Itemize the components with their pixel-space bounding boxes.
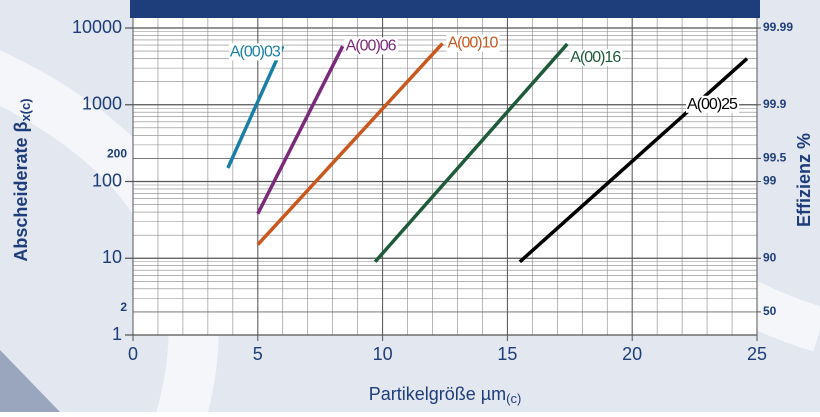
y-tick-label: 1000 xyxy=(82,94,122,114)
y-tick-label: 200 xyxy=(107,147,127,161)
series-label: A(00)10 xyxy=(448,35,499,52)
x-tick-label: 15 xyxy=(497,344,517,364)
series-line xyxy=(518,57,749,264)
series-line xyxy=(226,45,285,169)
plot-area xyxy=(133,18,757,335)
y-axis-label: Abscheiderate βx(c) xyxy=(11,98,34,261)
series-label-bg xyxy=(686,95,740,113)
y2-tick-label: 99.9 xyxy=(763,97,787,111)
y2-tick-label: 50 xyxy=(763,304,777,318)
x-tick-label: 10 xyxy=(373,344,393,364)
series-line xyxy=(256,45,345,215)
series-line xyxy=(256,42,444,246)
series-label-bg xyxy=(446,34,500,52)
y-tick-label: 10000 xyxy=(72,17,122,37)
y2-tick-label: 99.99 xyxy=(763,20,793,34)
x-tick-label: 25 xyxy=(747,344,767,364)
y2-tick-label: 90 xyxy=(763,250,777,264)
y-tick-label: 100 xyxy=(92,170,122,190)
series-label-bg xyxy=(569,49,623,67)
series-label-bg xyxy=(228,43,282,61)
decor xyxy=(0,350,60,412)
series-label-bg xyxy=(344,37,398,55)
series-label: A(00)03 xyxy=(230,43,281,60)
y-tick-label: 1 xyxy=(112,324,122,344)
x-axis-label: Partikelgröße µm(c) xyxy=(369,384,522,407)
y2-axis-label: Effizienz % xyxy=(794,133,814,227)
series-label: A(00)16 xyxy=(570,49,621,66)
series-label: A(00)25 xyxy=(687,96,738,113)
x-tick-label: 0 xyxy=(128,344,138,364)
x-tick-label: 20 xyxy=(622,344,642,364)
series-line xyxy=(373,42,569,263)
series-label: A(00)06 xyxy=(346,37,397,54)
y2-tick-label: 99.5 xyxy=(763,151,787,165)
y-tick-label: 2 xyxy=(120,300,127,314)
header-bar xyxy=(130,0,760,18)
y2-tick-label: 99 xyxy=(763,174,777,188)
x-tick-label: 5 xyxy=(253,344,263,364)
y-tick-label: 10 xyxy=(102,247,122,267)
